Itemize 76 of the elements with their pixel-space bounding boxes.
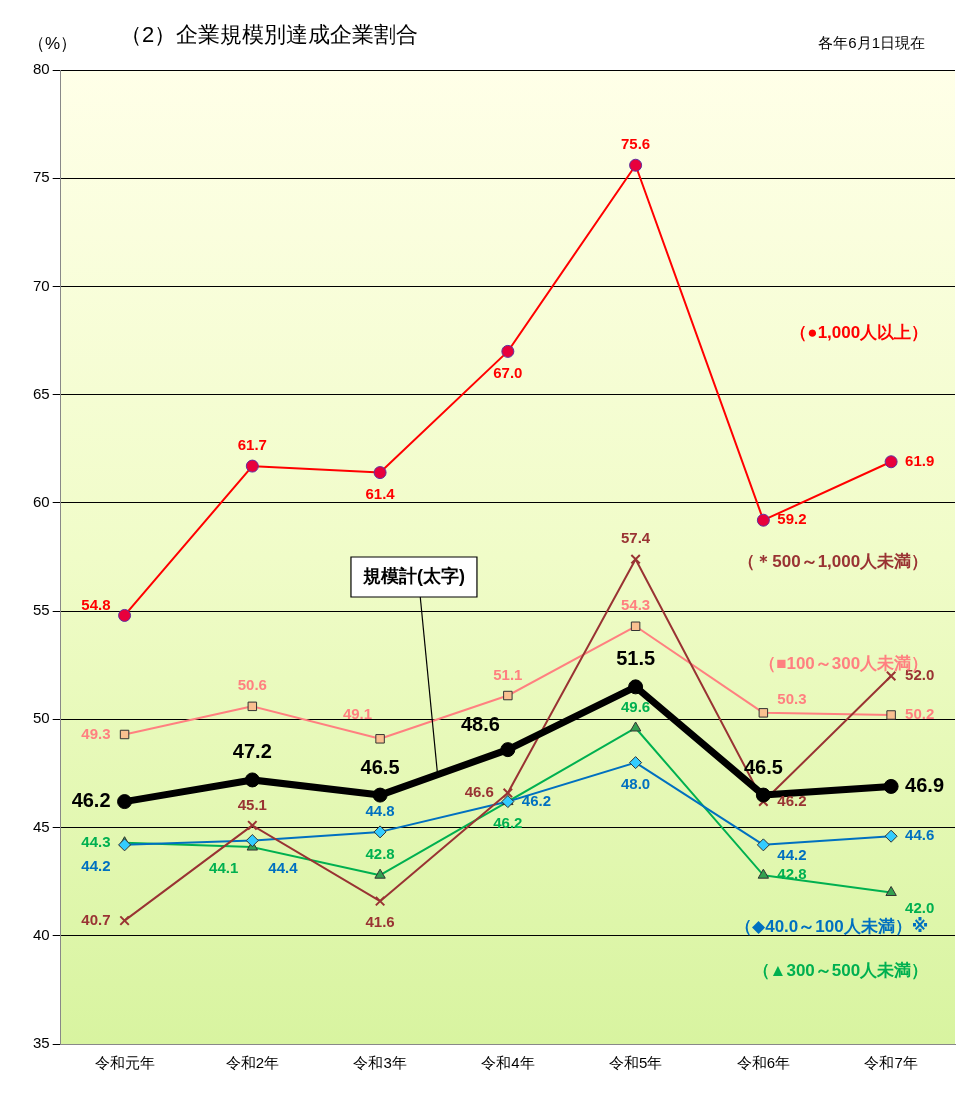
data-label: 44.2 <box>81 857 111 875</box>
x-tick-label: 令和元年 <box>94 1054 155 1072</box>
data-label: 46.9 <box>905 773 945 796</box>
data-label: 44.3 <box>81 832 111 850</box>
data-label: 44.6 <box>905 826 935 844</box>
data-label: 46.6 <box>464 783 494 801</box>
data-label: 46.2 <box>71 789 111 812</box>
point <box>247 820 258 831</box>
text: （●1,000人以上） <box>790 322 929 342</box>
data-label: 61.4 <box>365 484 396 502</box>
point <box>117 794 133 810</box>
data-label: 44.4 <box>268 858 299 876</box>
data-label: 67.0 <box>493 363 523 381</box>
point <box>372 787 388 803</box>
data-label: 54.8 <box>81 595 111 613</box>
data-label: 49.3 <box>81 724 111 742</box>
x-tick-label: 令和5年 <box>608 1054 663 1072</box>
y-tick-label: 70 <box>33 276 50 294</box>
text: （＊500～1,000人未満） <box>738 551 929 571</box>
y-axis-title: （%） <box>28 33 78 53</box>
data-label: 46.2 <box>521 791 552 809</box>
data-label: 46.5 <box>360 755 400 778</box>
chart-subtitle: 各年6月1日現在 <box>818 34 925 52</box>
data-label: 51.1 <box>493 665 523 683</box>
data-label: 41.6 <box>365 913 395 931</box>
data-label: 45.1 <box>237 795 267 813</box>
data-label: 44.2 <box>777 846 807 864</box>
data-label: 59.2 <box>777 510 807 528</box>
y-tick-label: 35 <box>33 1034 50 1052</box>
data-label: 46.5 <box>743 755 783 778</box>
chart-title: （2）企業規模別達成企業割合 <box>120 22 419 48</box>
y-tick-label: 55 <box>33 601 50 619</box>
data-label: 50.6 <box>237 676 267 694</box>
data-label: 49.6 <box>621 698 651 716</box>
data-label: 48.0 <box>621 774 651 792</box>
data-label: 49.1 <box>342 704 373 722</box>
data-label: 61.9 <box>905 451 935 469</box>
point <box>500 742 516 758</box>
data-label: 44.1 <box>209 859 239 877</box>
data-label: 75.6 <box>621 135 651 153</box>
x-tick-label: 令和6年 <box>736 1054 791 1072</box>
point <box>628 679 644 695</box>
point <box>244 772 260 788</box>
point <box>502 787 514 799</box>
data-label: 42.0 <box>905 898 935 916</box>
point <box>883 778 899 794</box>
data-label: 47.2 <box>232 740 272 763</box>
text: （◆40.0～100人未満）※ <box>735 916 929 936</box>
y-tick-label: 50 <box>33 709 50 727</box>
y-tick-label: 75 <box>33 168 50 186</box>
data-label: 40.7 <box>81 910 111 928</box>
y-tick-label: 60 <box>33 493 50 511</box>
point <box>374 895 386 907</box>
data-label: 51.5 <box>616 647 656 670</box>
text: 規模計(太字) <box>361 565 465 586</box>
data-label: 50.2 <box>905 705 935 723</box>
data-label: 50.3 <box>777 689 807 707</box>
data-label: 44.8 <box>365 802 395 820</box>
data-label: 57.4 <box>621 529 651 547</box>
y-tick-label: 65 <box>33 384 50 402</box>
x-tick-label: 令和3年 <box>353 1054 407 1072</box>
data-label: 42.8 <box>365 845 395 863</box>
point <box>755 787 771 803</box>
point <box>119 915 130 926</box>
data-label: 46.2 <box>493 813 523 831</box>
data-label: 54.3 <box>621 596 651 614</box>
x-tick-label: 令和2年 <box>225 1054 279 1072</box>
x-tick-label: 令和7年 <box>864 1054 918 1072</box>
y-tick-label: 45 <box>33 817 50 835</box>
x-tick-label: 令和4年 <box>481 1054 535 1072</box>
data-label: 46.2 <box>777 791 807 809</box>
point <box>630 553 641 565</box>
y-tick-label: 40 <box>33 925 50 943</box>
data-label: 61.7 <box>237 436 267 454</box>
text: （▲300～500人未満） <box>752 960 929 980</box>
y-tick-label: 80 <box>33 60 50 78</box>
